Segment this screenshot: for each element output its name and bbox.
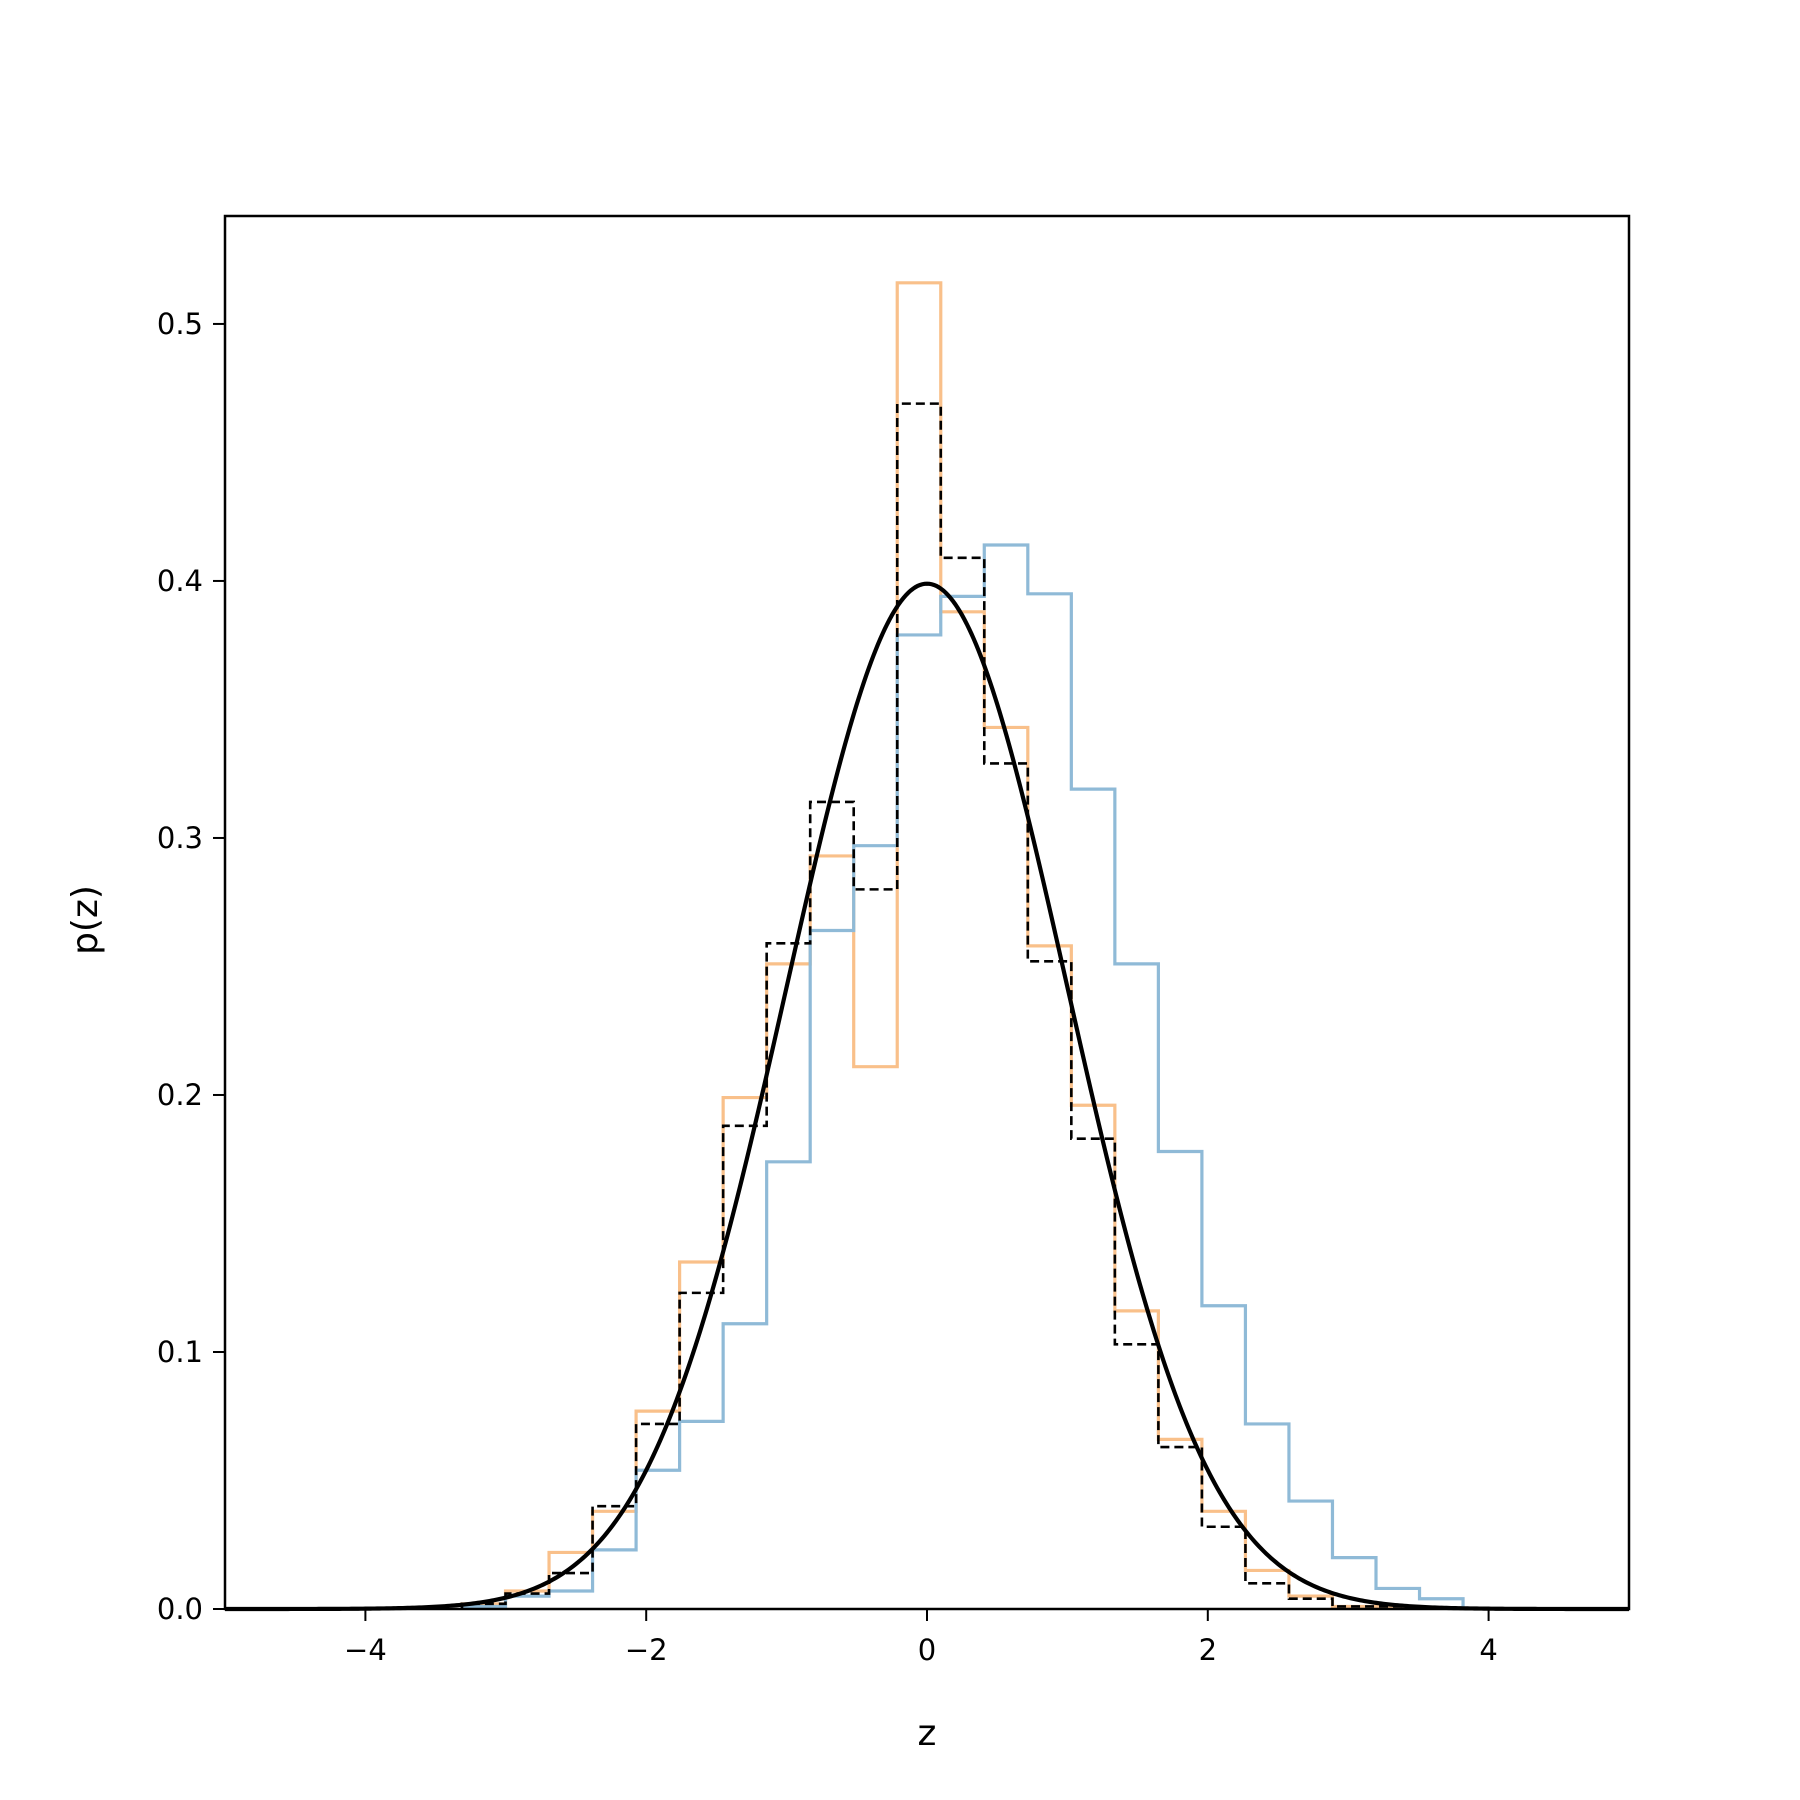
x-tick-label: 0 xyxy=(918,1633,936,1667)
x-axis-label: z xyxy=(918,1713,937,1754)
plot-frame xyxy=(223,214,1631,1611)
x-tick-label: 2 xyxy=(1199,1633,1217,1667)
plot-area xyxy=(225,281,1629,1612)
histogram-series-2 xyxy=(460,543,1465,1609)
x-axis: −4 −2 0 2 4 xyxy=(344,1609,1498,1667)
x-tick-label: −2 xyxy=(625,1633,668,1667)
x-tick-label: −4 xyxy=(344,1633,387,1667)
histogram-series-3 xyxy=(460,402,1421,1609)
y-tick-label: 0.0 xyxy=(157,1592,203,1626)
y-tick-label: 0.4 xyxy=(157,564,203,598)
y-tick-label: 0.2 xyxy=(157,1078,203,1112)
y-tick-label: 0.5 xyxy=(157,307,203,341)
x-tick-label: 4 xyxy=(1479,1633,1497,1667)
y-axis: 0.0 0.1 0.2 0.3 0.4 0.5 xyxy=(157,307,225,1626)
y-tick-label: 0.3 xyxy=(157,821,203,855)
y-axis-label: p(z) xyxy=(65,885,106,955)
y-tick-label: 0.1 xyxy=(157,1335,203,1369)
normal-pdf-curve xyxy=(225,581,1629,1612)
